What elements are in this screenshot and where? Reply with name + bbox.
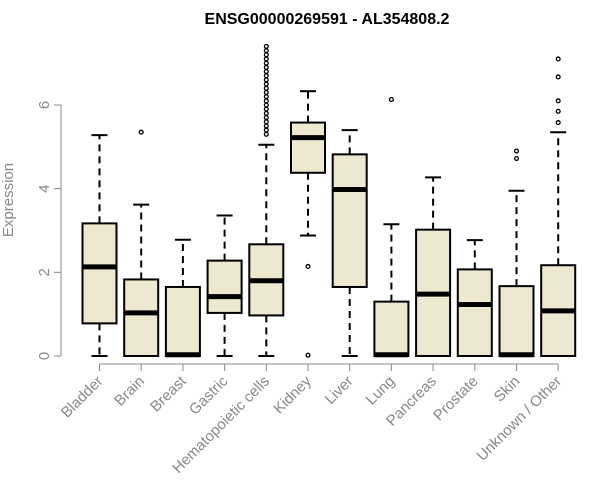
boxes-group [81,43,577,358]
box-group [290,90,326,358]
outlier-point [555,74,561,80]
y-tick-label: 2 [36,268,53,276]
y-tick-label: 0 [36,352,53,360]
box-group [498,148,535,358]
x-tick-label: Brain [111,373,148,410]
outlier-point [263,85,269,91]
x-tick-label: Prostate [430,373,482,425]
y-axis: 0 2 4 6 [36,101,62,360]
box [164,285,201,358]
box-group [123,129,160,358]
outlier-point [263,73,269,79]
box [373,300,410,358]
outlier-point [263,81,269,87]
x-tick-label: Liver [322,373,357,408]
outlier-point [263,102,269,108]
outlier-point [263,119,269,125]
outlier-point [263,106,269,112]
box-group [373,97,410,358]
chart-title: ENSG00000269591 - AL354808.2 [205,11,450,28]
box-group [81,134,118,357]
outlier-point [555,108,561,114]
outlier-point [513,155,520,162]
outlier-point [305,352,311,358]
outlier-point [263,127,269,133]
outlier-point [555,56,561,62]
x-tick-label: Kidney [270,372,315,417]
outlier-point [263,64,269,70]
box [498,285,535,357]
box-group [206,214,243,357]
outlier-point [555,120,561,126]
outlier-point [305,263,311,270]
outlier-point [513,148,520,154]
outlier-point [263,123,269,129]
outlier-point [263,110,269,116]
x-tick-label: Breast [147,372,190,415]
box [81,222,118,325]
box [206,259,243,314]
box-group [164,238,201,358]
box [123,278,160,358]
outlier-point [263,131,269,137]
outlier-point [263,77,269,83]
outlier-point [555,98,561,104]
outlier-point [263,48,269,54]
outlier-point [263,68,269,75]
y-tick-label: 6 [36,101,53,109]
outlier-point [263,56,269,62]
box-group [331,129,368,357]
outlier-point [138,129,144,135]
outlier-point [388,97,394,103]
box-group [248,43,285,357]
outlier-point [263,43,269,49]
outlier-point [263,98,269,104]
box-group [540,56,577,358]
x-tick-label: Bladder [58,373,107,422]
outlier-point [263,115,269,121]
box [290,121,326,174]
box [456,268,493,357]
x-tick-label: Skin [491,373,524,406]
y-axis-label: Expression [0,163,17,237]
box [331,153,368,288]
x-tick-label: Lung [363,373,399,409]
outlier-point [263,52,269,58]
outlier-point [263,89,269,95]
box-group [456,239,493,357]
box-group [415,176,452,357]
outlier-point [263,60,269,66]
outlier-point [263,94,269,100]
y-tick-label: 4 [36,184,53,192]
